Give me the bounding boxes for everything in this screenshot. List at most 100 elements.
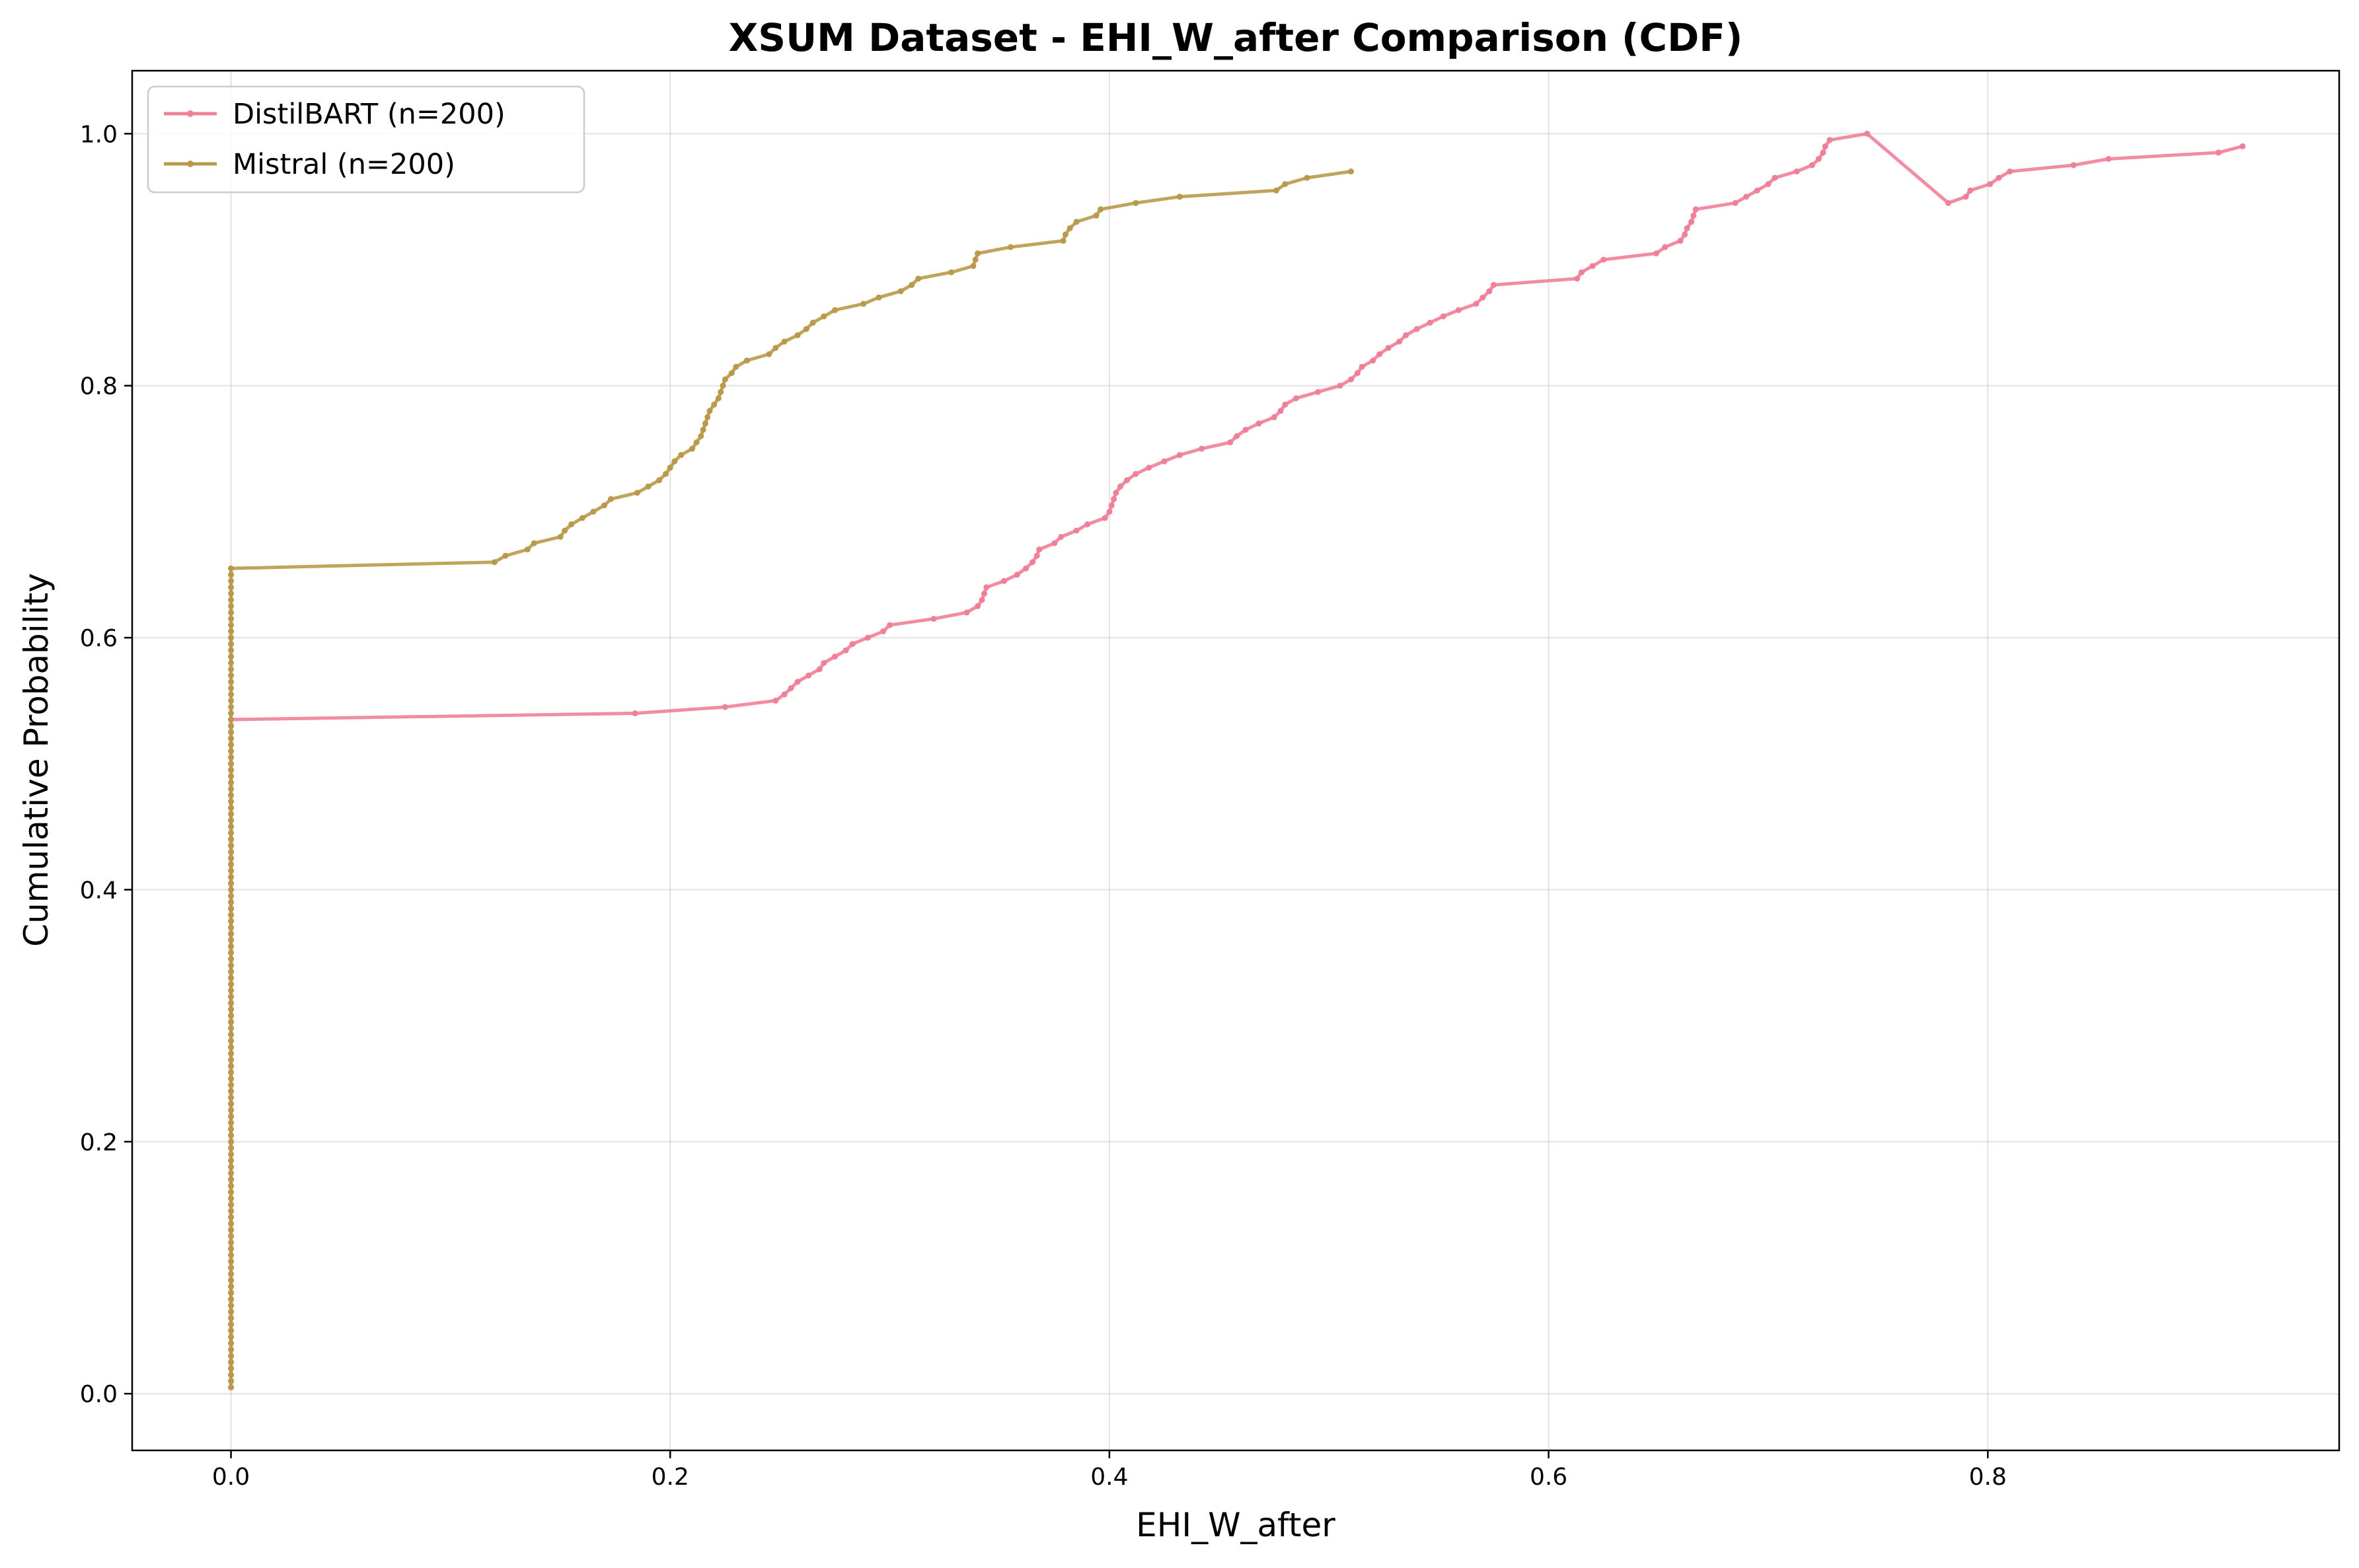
data-point-mistral [228,1321,235,1327]
data-point-distilbart [1963,194,1969,200]
data-point-mistral [228,905,235,912]
data-point-distilbart [1967,187,1974,194]
data-point-mistral [228,729,235,735]
data-point-distilbart [1117,483,1123,490]
data-point-mistral [228,1239,235,1246]
data-point-mistral [228,1006,235,1013]
data-point-mistral [228,1283,235,1290]
data-point-mistral [228,930,235,937]
data-point-distilbart [1772,174,1778,181]
x-tick-label: 0.4 [1090,1464,1128,1491]
data-point-distilbart [1348,376,1354,383]
data-point-mistral [562,527,568,534]
data-point-mistral [228,1189,235,1195]
data-point-mistral [491,559,498,566]
data-point-distilbart [1864,130,1870,137]
data-point-distilbart [1815,156,1822,162]
data-point-distilbart [1102,515,1108,521]
data-point-mistral [228,1265,235,1271]
y-tick-label: 1.0 [80,121,118,148]
data-point-distilbart [2070,162,2077,168]
data-point-mistral [744,357,750,364]
data-point-distilbart [880,628,887,634]
data-point-mistral [228,868,235,874]
data-point-mistral [228,1144,235,1151]
data-point-distilbart [1822,143,1828,149]
data-point-mistral [228,975,235,981]
data-point-mistral [228,647,235,653]
data-point-distilbart [1440,313,1446,320]
data-point-mistral [228,685,235,691]
data-point-mistral [228,792,235,798]
data-point-distilbart [1600,256,1607,263]
data-point-mistral [663,470,669,477]
data-point-mistral [228,1340,235,1347]
data-point-mistral [1073,219,1080,225]
data-point-mistral [228,937,235,944]
data-point-mistral [579,515,585,521]
data-point-mistral [970,263,977,270]
data-point-distilbart [1743,194,1750,200]
data-point-distilbart [1491,281,1497,288]
data-point-distilbart [1073,527,1080,534]
data-point-mistral [228,704,235,710]
data-point-mistral [1060,237,1067,244]
data-point-distilbart [821,659,827,666]
data-point-mistral [228,1308,235,1315]
data-point-mistral [678,452,685,459]
data-point-distilbart [1111,496,1117,502]
data-point-mistral [228,1353,235,1359]
data-point-mistral [228,805,235,811]
data-point-distilbart [1051,540,1058,546]
data-point-mistral [228,1176,235,1183]
data-point-mistral [228,716,235,723]
data-point-distilbart [1732,200,1739,206]
data-point-mistral [228,823,235,830]
data-point-distilbart [1176,452,1183,459]
data-point-distilbart [983,584,990,591]
data-point-distilbart [1108,502,1115,509]
data-point-distilbart [1271,414,1277,420]
data-point-mistral [228,1233,235,1240]
data-point-mistral [228,798,235,805]
data-point-distilbart [1455,307,1462,313]
data-point-mistral [656,477,663,484]
data-point-distilbart [1793,168,1800,174]
chart-title: XSUM Dataset - EHI_W_after Comparison (C… [729,15,1743,60]
data-point-distilbart [1690,212,1697,219]
data-point-mistral [502,552,509,559]
data-point-mistral [803,326,809,332]
data-point-mistral [1093,212,1100,219]
data-point-distilbart [781,691,788,698]
data-point-mistral [228,584,235,591]
x-tick-label: 0.2 [652,1464,689,1491]
data-point-mistral [228,1069,235,1076]
data-point-mistral [228,1183,235,1189]
data-point-mistral [794,332,801,338]
data-point-distilbart [1765,181,1772,188]
data-point-mistral [228,723,235,729]
data-point-distilbart [981,590,987,597]
data-point-mistral [228,1277,235,1284]
data-point-mistral [702,420,708,427]
data-point-mistral [728,370,735,377]
data-point-distilbart [2239,143,2246,149]
data-point-mistral [693,439,700,445]
axis-ticks: 0.0 0.2 0.4 0.6 0.8 0.0 0.2 0.4 0.6 0.8 1.0 [80,121,2007,1491]
data-point-mistral [228,603,235,609]
data-point-distilbart [1292,395,1299,402]
data-point-mistral [228,1050,235,1057]
data-point-mistral [228,666,235,673]
data-point-mistral [228,1302,235,1309]
data-point-mistral [228,968,235,975]
data-point-mistral [228,1012,235,1019]
data-point-distilbart [1662,244,1668,250]
data-point-mistral [1062,231,1068,238]
plot-frame [131,69,2340,1452]
data-point-mistral [228,1220,235,1227]
data-point-mistral [228,943,235,950]
data-point-mistral [634,490,640,496]
data-point-mistral [228,697,235,704]
data-point-mistral [228,1044,235,1051]
data-point-distilbart [1376,351,1383,357]
